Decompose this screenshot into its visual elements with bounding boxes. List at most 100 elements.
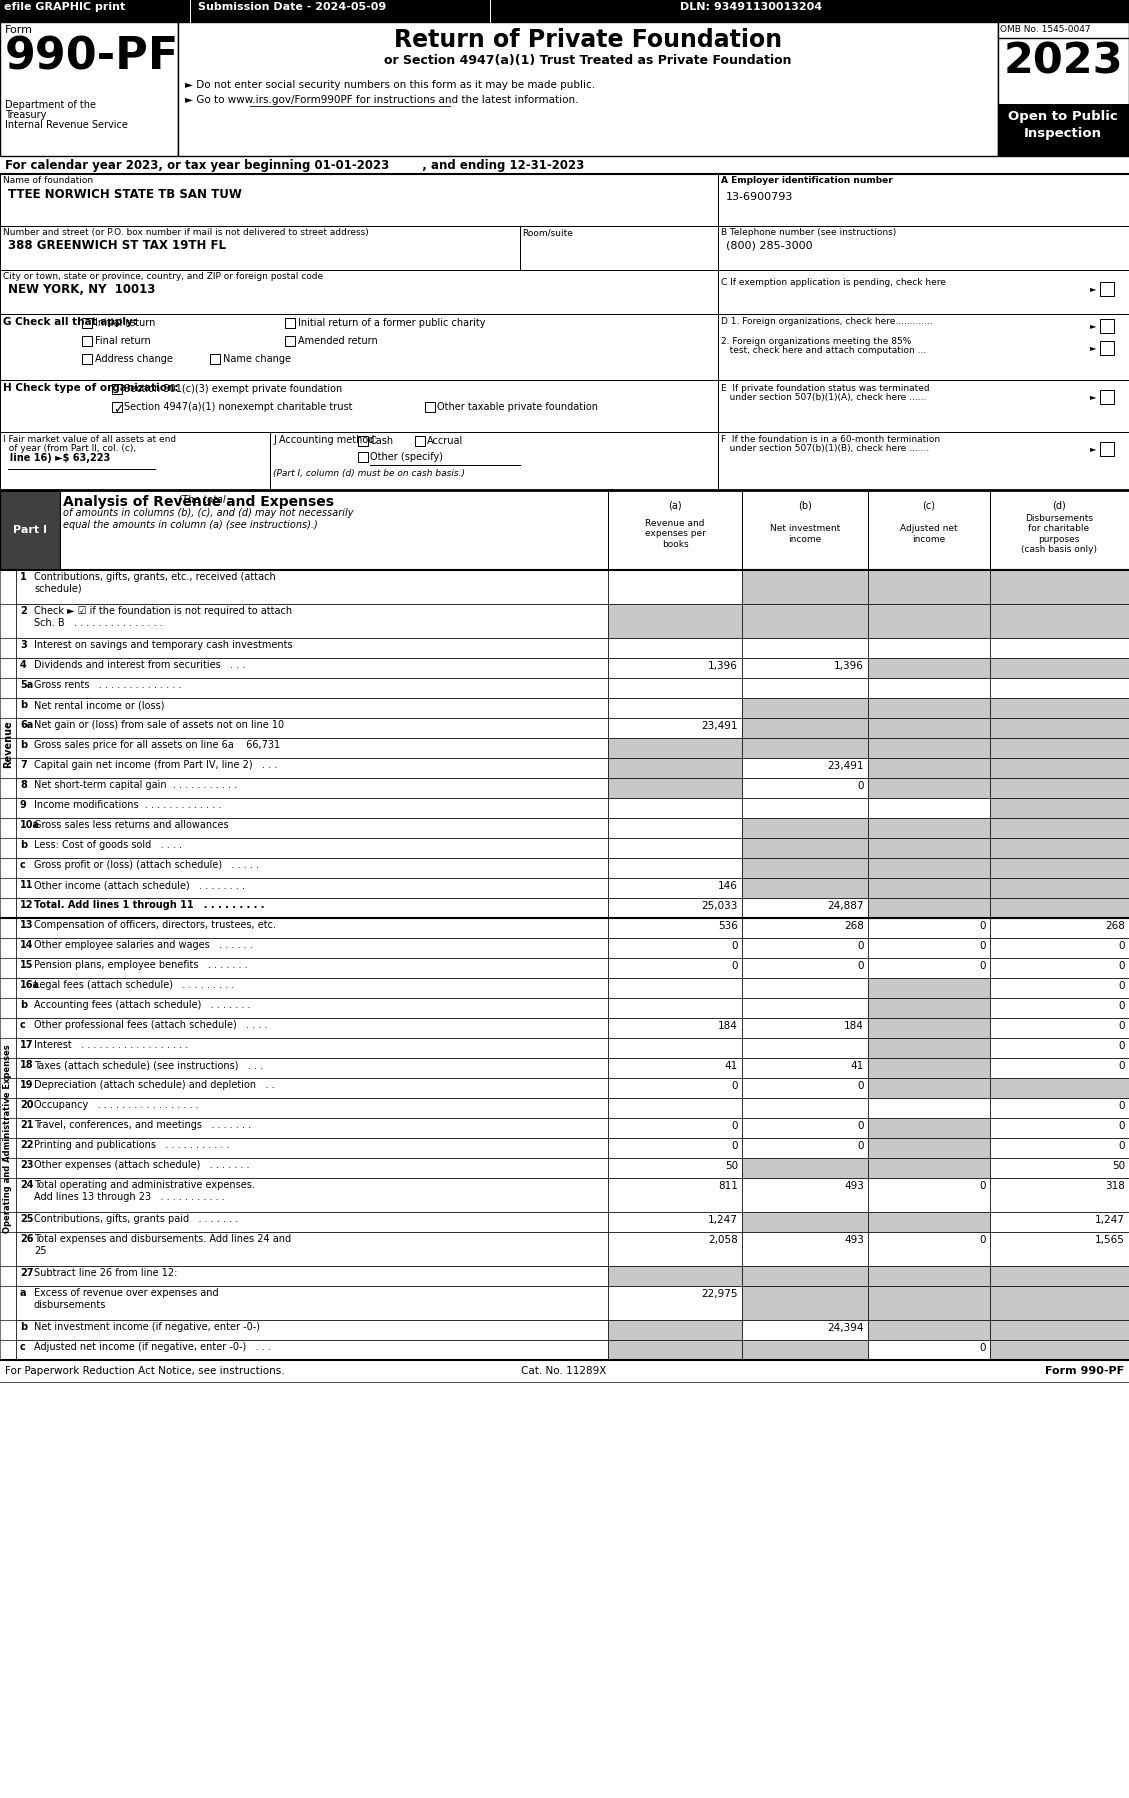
- Text: Other taxable private foundation: Other taxable private foundation: [437, 403, 598, 412]
- Text: C If exemption application is pending, check here: C If exemption application is pending, c…: [721, 279, 946, 288]
- Text: 8: 8: [20, 780, 27, 789]
- Bar: [0, 174, 718, 227]
- Text: 0: 0: [1119, 1142, 1124, 1151]
- Text: a: a: [20, 1287, 26, 1298]
- Text: Part I: Part I: [14, 525, 47, 536]
- Bar: [609, 779, 742, 798]
- Bar: [609, 978, 742, 998]
- Bar: [868, 1057, 990, 1079]
- Text: Other professional fees (attach schedule)   . . . .: Other professional fees (attach schedule…: [34, 1019, 268, 1030]
- Text: Other expenses (attach schedule)   . . . . . . .: Other expenses (attach schedule) . . . .…: [34, 1160, 250, 1170]
- Bar: [16, 658, 609, 678]
- Bar: [868, 1158, 990, 1178]
- Bar: [742, 717, 868, 737]
- Text: 0: 0: [858, 940, 864, 951]
- Bar: [742, 958, 868, 978]
- Bar: [609, 1138, 742, 1158]
- Bar: [990, 698, 1129, 717]
- Bar: [609, 698, 742, 717]
- Bar: [1100, 442, 1114, 457]
- Text: 146: 146: [718, 881, 738, 892]
- Text: 0: 0: [858, 780, 864, 791]
- Bar: [0, 717, 16, 737]
- Bar: [16, 604, 609, 638]
- Bar: [0, 939, 16, 958]
- Text: Cash: Cash: [370, 435, 394, 446]
- Bar: [16, 1178, 609, 1212]
- Text: 3: 3: [20, 640, 27, 651]
- Text: Taxes (attach schedule) (see instructions)   . . .: Taxes (attach schedule) (see instruction…: [34, 1061, 263, 1070]
- Bar: [990, 658, 1129, 678]
- Bar: [609, 1118, 742, 1138]
- Bar: [0, 678, 16, 698]
- Bar: [990, 717, 1129, 737]
- Text: 12: 12: [20, 901, 34, 910]
- Bar: [990, 1266, 1129, 1286]
- Bar: [0, 1118, 16, 1138]
- Text: G Check all that apply:: G Check all that apply:: [3, 316, 137, 327]
- Text: Submission Date - 2024-05-09: Submission Date - 2024-05-09: [198, 2, 386, 13]
- Bar: [0, 978, 16, 998]
- Bar: [609, 798, 742, 818]
- Bar: [609, 1099, 742, 1118]
- Text: 15: 15: [20, 960, 34, 969]
- Text: 0: 0: [1119, 1021, 1124, 1030]
- Text: Section 4947(a)(1) nonexempt charitable trust: Section 4947(a)(1) nonexempt charitable …: [124, 403, 352, 412]
- Bar: [0, 1178, 16, 1212]
- Text: City or town, state or province, country, and ZIP or foreign postal code: City or town, state or province, country…: [3, 271, 323, 280]
- Bar: [742, 897, 868, 919]
- Bar: [16, 737, 609, 759]
- Bar: [742, 698, 868, 717]
- Bar: [0, 1158, 16, 1178]
- Bar: [358, 451, 368, 462]
- Bar: [990, 818, 1129, 838]
- Bar: [990, 678, 1129, 698]
- Text: Treasury: Treasury: [5, 110, 46, 120]
- Bar: [868, 698, 990, 717]
- Bar: [742, 919, 868, 939]
- Bar: [0, 737, 16, 759]
- Bar: [0, 570, 16, 604]
- Text: Initial return of a former public charity: Initial return of a former public charit…: [298, 318, 485, 327]
- Text: Initial return: Initial return: [95, 318, 156, 327]
- Bar: [16, 958, 609, 978]
- Text: Less: Cost of goods sold   . . . .: Less: Cost of goods sold . . . .: [34, 840, 182, 850]
- Text: Total. Add lines 1 through 11   . . . . . . . . .: Total. Add lines 1 through 11 . . . . . …: [34, 901, 264, 910]
- Text: Accounting fees (attach schedule)   . . . . . . .: Accounting fees (attach schedule) . . . …: [34, 1000, 251, 1010]
- Bar: [16, 779, 609, 798]
- Text: ► Do not enter social security numbers on this form as it may be made public.: ► Do not enter social security numbers o…: [185, 79, 595, 90]
- Bar: [868, 1178, 990, 1212]
- Text: 0: 0: [1119, 1061, 1124, 1072]
- Text: b: b: [20, 1322, 27, 1332]
- Bar: [609, 877, 742, 897]
- Bar: [742, 998, 868, 1018]
- Text: 14: 14: [20, 940, 34, 949]
- Bar: [990, 858, 1129, 877]
- Text: Compensation of officers, directors, trustees, etc.: Compensation of officers, directors, tru…: [34, 921, 275, 930]
- Bar: [990, 877, 1129, 897]
- Bar: [16, 1118, 609, 1138]
- Bar: [609, 838, 742, 858]
- Bar: [16, 638, 609, 658]
- Bar: [990, 897, 1129, 919]
- Bar: [742, 1286, 868, 1320]
- Text: ✓: ✓: [113, 403, 123, 415]
- Bar: [742, 737, 868, 759]
- Text: Gross sales price for all assets on line 6a    66,731: Gross sales price for all assets on line…: [34, 741, 280, 750]
- Text: 184: 184: [844, 1021, 864, 1030]
- Bar: [0, 1340, 16, 1359]
- Bar: [868, 939, 990, 958]
- Text: Subtract line 26 from line 12:: Subtract line 26 from line 12:: [34, 1268, 177, 1278]
- Bar: [868, 858, 990, 877]
- Bar: [16, 919, 609, 939]
- Bar: [0, 1057, 16, 1079]
- Bar: [0, 1138, 16, 1158]
- Bar: [609, 658, 742, 678]
- Text: 25,033: 25,033: [701, 901, 738, 912]
- Text: Open to Public: Open to Public: [1008, 110, 1118, 122]
- Bar: [16, 998, 609, 1018]
- Bar: [16, 1286, 609, 1320]
- Text: 7: 7: [20, 761, 27, 770]
- Text: 0: 0: [980, 960, 986, 971]
- Text: Department of the: Department of the: [5, 101, 96, 110]
